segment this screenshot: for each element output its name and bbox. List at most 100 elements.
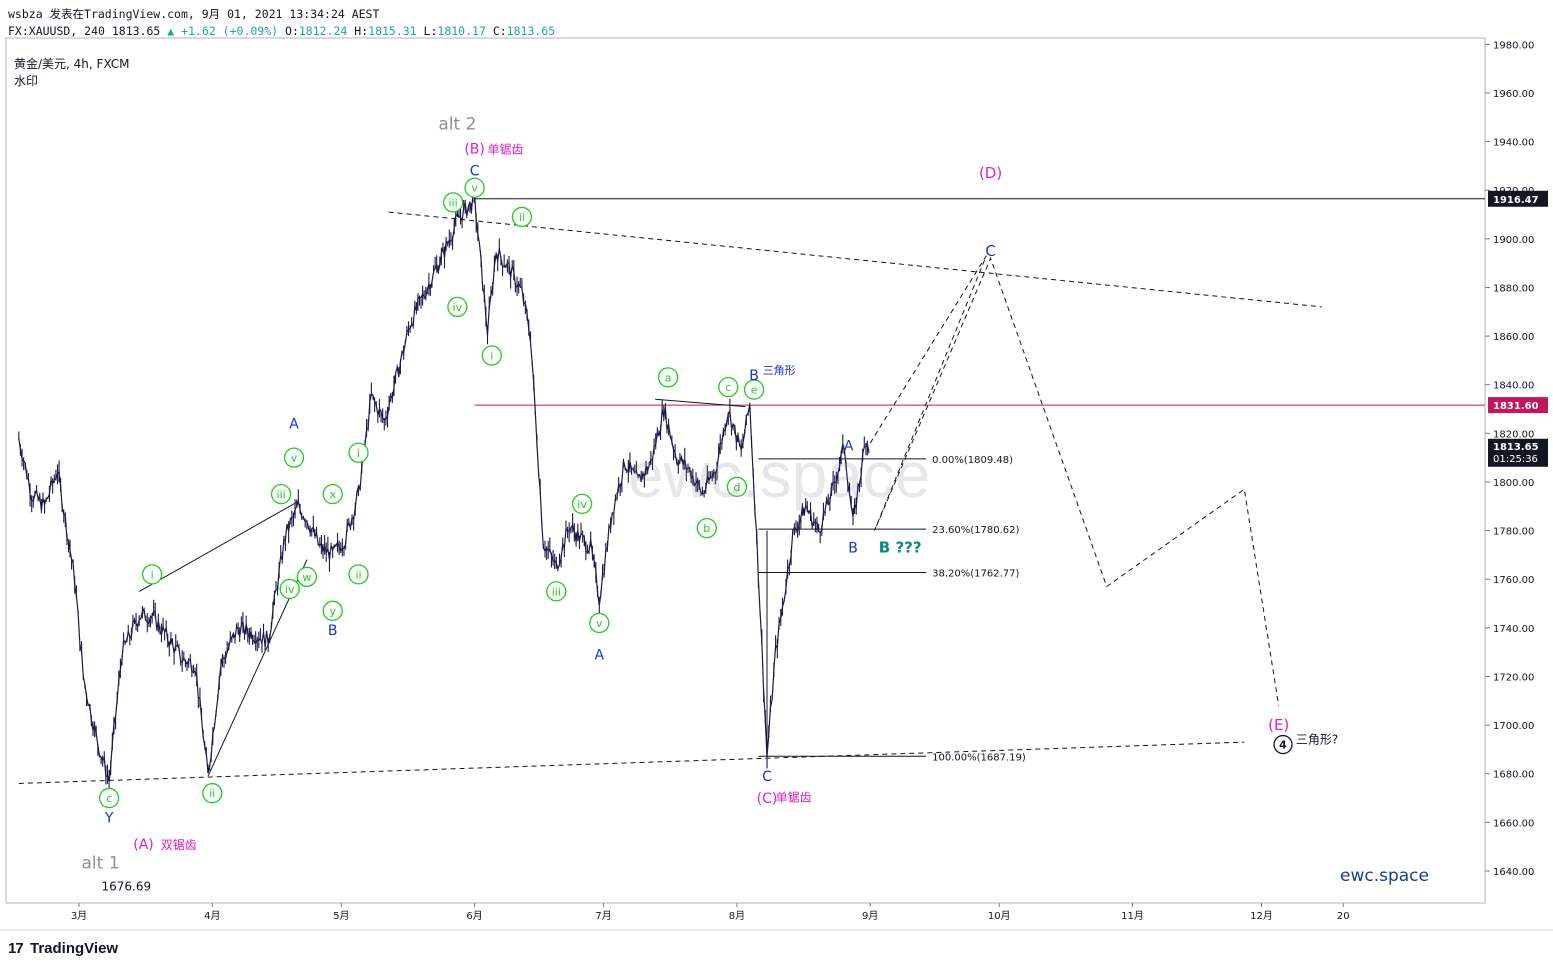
- wave-circle-ii: [202, 783, 223, 804]
- wave-label-iii: iii: [277, 488, 286, 501]
- bar-countdown: 01:25:36: [1493, 454, 1538, 465]
- wave-label-v: v: [291, 452, 298, 465]
- chart-watermark: ewc.space: [628, 439, 931, 511]
- wave-circle-ii: [511, 206, 533, 228]
- wave-circle-v: [283, 447, 305, 468]
- wave-label-A: A: [595, 647, 605, 663]
- wave-circle-v: [464, 177, 485, 198]
- x-tick-label: 8月: [729, 910, 745, 922]
- x-tick-label: 10月: [988, 910, 1011, 922]
- x-tick-label: 9月: [862, 910, 878, 922]
- wave-circle-b: [696, 518, 717, 539]
- wave-label-x: x: [329, 488, 336, 501]
- B-paren-note: 单锯齿: [488, 142, 524, 157]
- wave-label-iv: iv: [453, 301, 463, 314]
- fib-level-label: 100.00%(1687.19): [932, 752, 1026, 763]
- y-tick-label: 1680.00: [1493, 770, 1534, 781]
- y-tick-label: 1840.00: [1493, 381, 1534, 392]
- x-tick-label: 11月: [1121, 910, 1144, 922]
- dashed-trendline: [388, 211, 1322, 308]
- low-value-label: 1676.69: [101, 879, 151, 893]
- y-tick-label: 1700.00: [1493, 721, 1534, 732]
- wave-label-C: C: [985, 242, 995, 260]
- up-triangle-icon: ▲: [167, 24, 175, 38]
- wave-label-e: e: [751, 384, 758, 397]
- watermark-note: 水印: [14, 74, 39, 88]
- wave-circle-iv: [447, 296, 468, 318]
- y-tick-label: 1860.00: [1493, 332, 1534, 343]
- wave-circle-i: [141, 564, 163, 585]
- wave-circle-a: [657, 367, 679, 388]
- y-tick-label: 1740.00: [1493, 624, 1534, 635]
- wave-circle-i: [348, 442, 369, 463]
- wave-label-i: i: [357, 447, 360, 460]
- y-tick-label: 1800.00: [1493, 478, 1534, 489]
- wave-label-B: B: [328, 623, 338, 639]
- wave-label-B: B: [848, 540, 858, 556]
- wave-label-Y: Y: [104, 810, 114, 826]
- wave-label-B-triangle: B: [749, 368, 759, 384]
- structure-line: [138, 500, 299, 592]
- wave-label-A: A: [289, 416, 299, 432]
- x-tick-label: 20: [1337, 911, 1350, 922]
- price-tag-label: 1831.60: [1493, 401, 1539, 412]
- C-paren-note: 单锯齿: [776, 790, 812, 805]
- wave-circle-i: [481, 345, 502, 366]
- wave-label-ii: ii: [519, 211, 525, 224]
- x-tick-label: 12月: [1250, 910, 1273, 922]
- close-value: 1813.65: [506, 24, 556, 38]
- fib-level-label: 38.20%(1762.77): [932, 568, 1019, 579]
- wave-label-c: c: [725, 381, 731, 394]
- wave-label-a: a: [665, 371, 672, 384]
- wave-circle-iii: [270, 483, 292, 505]
- y-tick-label: 1720.00: [1493, 672, 1534, 683]
- y-tick-label: 1760.00: [1493, 575, 1534, 586]
- wave-label-A: A: [844, 438, 854, 454]
- x-tick-label: 4月: [204, 910, 220, 922]
- y-tick-label: 1900.00: [1493, 235, 1534, 246]
- price-tag: [1488, 397, 1548, 414]
- price-tag: [1488, 190, 1548, 207]
- y-tick-label: 1640.00: [1493, 867, 1534, 878]
- wave-circle-e: [743, 379, 765, 400]
- wave-circle-c: [98, 787, 120, 809]
- wave-label-B-question: B ???: [879, 538, 922, 556]
- alt1-label: alt 1: [81, 854, 119, 874]
- wave-circle-iii: [546, 581, 567, 602]
- high-value: 1815.31: [368, 24, 417, 38]
- price-change: +1.62 (+0.09%): [181, 24, 279, 38]
- wave-label-d: d: [733, 481, 740, 494]
- x-tick-label: 5月: [333, 910, 349, 922]
- wave-label-v: v: [596, 617, 603, 630]
- wave-circle-y: [322, 600, 343, 621]
- wave-label-v: v: [471, 182, 478, 195]
- wave-label-c: c: [106, 792, 112, 805]
- y-tick-label: 1820.00: [1493, 429, 1534, 440]
- wave-label-A-paren: (A): [133, 837, 154, 853]
- y-tick-label: 1880.00: [1493, 283, 1534, 294]
- low-value: 1810.17: [437, 24, 486, 38]
- wave-circle-d: [726, 476, 748, 497]
- wave-4-circle: [1273, 734, 1293, 755]
- open-value: 1812.24: [298, 24, 348, 38]
- dashed-trendline: [18, 741, 1245, 784]
- publish-info: wsbza 发表在TradingView.com, 9月 01, 2021 13…: [8, 7, 380, 21]
- x-tick-label: 3月: [71, 910, 87, 922]
- price-tag-label: 1916.47: [1493, 195, 1539, 206]
- wave-label-b: b: [703, 522, 710, 535]
- ohlc-line: FX:XAUUSD, 240 1813.65 ▲ +1.62 (+0.09%) …: [8, 24, 556, 38]
- wave-label-ii: ii: [209, 787, 215, 800]
- y-tick-label: 1960.00: [1493, 89, 1534, 100]
- wave-label-i: i: [151, 568, 154, 581]
- fib-level-label: 23.60%(1780.62): [932, 525, 1019, 536]
- wave-label-D-paren: (D): [979, 164, 1002, 182]
- B-triangle-note: 三角形: [763, 364, 796, 377]
- tradingview-logo[interactable]: 17 TradingView: [8, 940, 119, 957]
- y-tick-label: 1980.00: [1493, 40, 1534, 51]
- wave-circle-ii: [348, 564, 369, 585]
- y-tick-label: 1780.00: [1493, 527, 1534, 538]
- wave-label-y: y: [329, 605, 336, 618]
- wave-label-4: 4: [1279, 739, 1287, 752]
- projection-path: [869, 255, 1280, 706]
